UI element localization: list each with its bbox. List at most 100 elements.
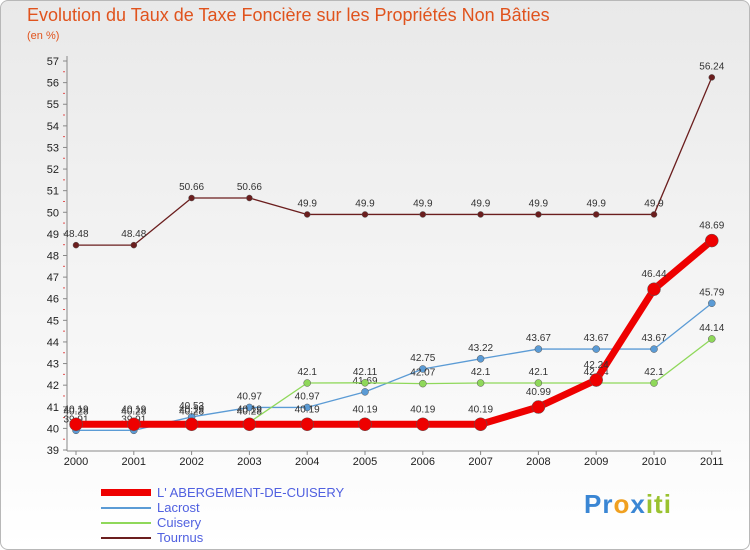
series-line-lacrost [75,302,713,431]
data-label-cuisery: 42.07 [410,368,435,379]
data-point-l-abergement-de-cuisery [184,417,199,432]
y-tick-label: 54 [47,121,59,133]
x-tick-label: 2003 [237,456,261,468]
data-point-lacrost [476,355,485,363]
data-point-l-abergement-de-cuisery [705,233,719,248]
y-tick-label: 39 [47,445,59,457]
data-point-tournus [477,211,484,218]
legend-swatch-lacrost [101,506,151,509]
y-tick-label: 43 [47,359,59,371]
x-tick-label: 2005 [353,456,377,468]
legend-item-abergement: L' ABERGEMENT-DE-CUISERY [101,485,344,500]
data-point-tournus [650,211,658,218]
legend-swatch-cuisery [101,521,151,524]
data-label-tournus: 49.9 [413,198,433,209]
data-label-tournus: 48.48 [63,229,88,240]
data-label-lacrost: 40.97 [295,391,320,402]
logo-part-3: x [630,489,646,519]
legend: L' ABERGEMENT-DE-CUISERY Lacrost Cuisery… [101,485,344,545]
data-point-tournus [361,211,369,218]
data-point-cuisery [534,379,543,387]
data-label-l-abergement-de-cuisery: 40.19 [179,404,204,415]
data-point-l-abergement-de-cuisery [358,417,372,432]
y-tick-label: 48 [47,251,59,263]
data-point-tournus [188,194,195,202]
data-label-tournus: 49.9 [586,198,606,209]
data-label-cuisery: 42.1 [471,367,491,378]
legend-item-tournus: Tournus [101,530,344,545]
legend-swatch-tournus [101,536,151,539]
series-line-tournus [75,76,713,246]
data-point-cuisery [650,379,658,387]
data-point-l-abergement-de-cuisery [242,417,257,432]
data-label-cuisery: 40.28 [179,406,204,417]
logo-part-2: o [613,489,631,519]
data-label-cuisery: 42.1 [297,367,317,378]
legend-item-lacrost: Lacrost [101,500,344,515]
data-label-lacrost: 40.53 [179,401,204,412]
data-point-tournus [246,194,253,202]
data-label-cuisery: 40.28 [121,406,146,417]
data-label-tournus: 50.66 [237,182,262,193]
data-point-tournus [708,74,716,81]
data-point-lacrost [592,345,600,353]
logo-part-4: iti [645,489,672,519]
data-point-tournus [419,211,427,218]
chart-title: Evolution du Taux de Taxe Foncière sur l… [27,5,550,25]
x-tick-label: 2010 [642,456,666,468]
data-label-cuisery: 42.11 [353,367,378,378]
data-label-tournus: 50.66 [179,182,204,193]
data-point-l-abergement-de-cuisery [531,400,546,414]
data-label-l-abergement-de-cuisery: 48.69 [699,221,724,232]
data-label-tournus: 49.9 [644,198,664,209]
data-label-cuisery: 40.28 [237,406,262,417]
logo-part-1: Pr [584,489,614,519]
x-tick-label: 2007 [468,456,492,468]
data-label-tournus: 48.48 [121,229,146,240]
x-tick-label: 2011 [700,456,724,468]
data-label-cuisery: 42.24 [584,367,609,378]
chart-subtitle: (en %) [27,30,60,42]
y-tick-label: 47 [47,272,59,284]
data-point-l-abergement-de-cuisery [69,417,83,432]
y-tick-label: 52 [47,164,59,176]
x-tick-label: 2002 [179,456,203,468]
y-tick-label: 44 [47,337,59,349]
data-label-lacrost: 42.75 [410,353,435,364]
y-tick-label: 45 [47,315,59,327]
data-point-lacrost [419,365,427,373]
data-point-lacrost [534,345,543,353]
data-point-lacrost [650,345,658,353]
data-label-l-abergement-de-cuisery: 40.19 [237,404,262,415]
data-point-l-abergement-de-cuisery [300,417,314,432]
data-label-lacrost: 45.79 [699,287,724,298]
data-point-cuisery [476,379,485,387]
data-label-l-abergement-de-cuisery: 40.19 [410,404,435,415]
data-label-cuisery: 42.1 [644,367,664,378]
y-tick-label: 55 [47,99,59,111]
data-point-cuisery [361,379,369,387]
data-point-lacrost [245,403,254,412]
data-label-tournus: 49.9 [529,198,549,209]
data-point-tournus [130,241,138,249]
data-label-l-abergement-de-cuisery: 40.19 [352,404,377,415]
x-tick-label: 2006 [411,456,435,468]
data-point-lacrost [303,403,311,412]
x-tick-label: 2000 [64,456,88,468]
data-point-lacrost [708,299,716,308]
x-tick-label: 2004 [295,456,319,468]
data-point-l-abergement-de-cuisery [127,417,141,432]
x-tick-label: 2008 [526,456,550,468]
x-tick-label: 2001 [122,456,146,468]
data-label-tournus: 49.9 [355,198,375,209]
y-tick-label: 51 [47,186,59,198]
y-tick-label: 46 [47,294,59,306]
data-label-lacrost: 43.67 [641,333,666,344]
data-label-tournus: 56.24 [699,61,724,72]
y-tick-label: 42 [47,380,59,392]
series-line-l-abergement-de-cuisery [72,237,716,428]
data-point-cuisery [303,379,311,387]
data-label-l-abergement-de-cuisery: 46.44 [641,269,666,280]
